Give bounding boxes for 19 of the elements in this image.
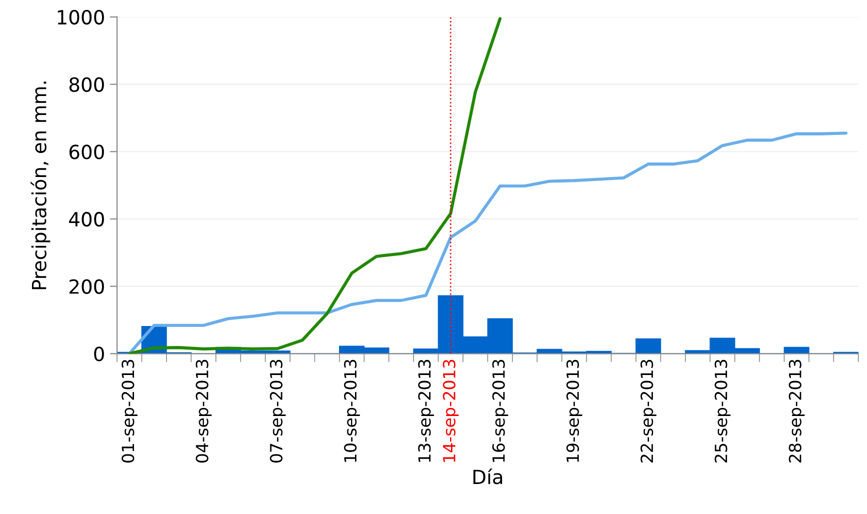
y-tick-label: 600	[69, 144, 104, 160]
y-tick-label: 1000	[58, 10, 104, 25]
y-tick-label: 0	[94, 346, 104, 362]
x-tick-label: 13-sep-2013	[418, 360, 434, 462]
x-tick-label: 22-sep-2013	[640, 360, 656, 462]
x-tick-label: 07-sep-2013	[270, 360, 286, 463]
x-axis-title: Día	[473, 468, 502, 484]
y-tick-label: 400	[69, 212, 104, 227]
y-tick-label: 200	[70, 279, 104, 294]
x-tick-label: 25-sep-2013	[714, 360, 730, 462]
x-tick-label: 19-sep-2013	[566, 360, 582, 462]
x-tick-label: 14-sep-2013	[442, 360, 459, 462]
x-tick-label: 01-sep-2013	[122, 360, 138, 463]
x-tick-label: 04-sep-2013	[196, 360, 212, 463]
y-axis-title: Precipitación, en mm.	[30, 82, 50, 290]
x-tick-label: 16-sep-2013	[492, 360, 508, 462]
x-tick-label: 10-sep-2013	[344, 360, 360, 462]
x-tick-label: 28-sep-2013	[788, 360, 805, 462]
y-tick-label: 800	[69, 77, 104, 92]
